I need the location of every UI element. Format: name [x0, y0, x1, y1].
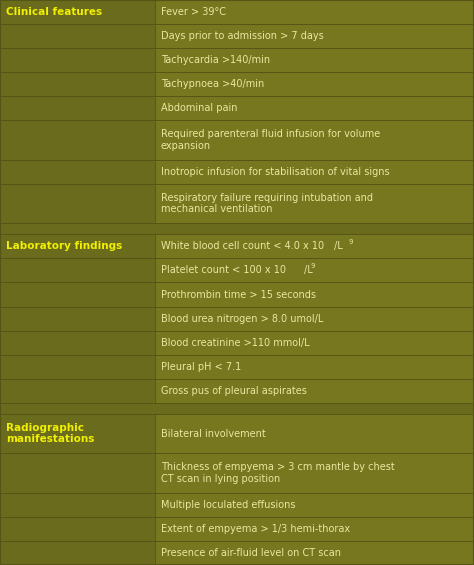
Bar [0, 355, 155, 379]
Text: Clinical features: Clinical features [6, 7, 102, 17]
Text: Multiple loculated effusions: Multiple loculated effusions [161, 500, 295, 510]
Bar [0, 234, 155, 258]
Text: Gross pus of pleural aspirates: Gross pus of pleural aspirates [161, 386, 307, 396]
Text: Laboratory findings: Laboratory findings [6, 241, 122, 251]
Bar [155, 160, 474, 184]
Text: Required parenteral fluid infusion for volume
expansion: Required parenteral fluid infusion for v… [161, 129, 380, 151]
Bar [155, 97, 474, 120]
Bar [0, 541, 155, 565]
Text: Fever > 39°C: Fever > 39°C [161, 7, 226, 17]
Bar [155, 120, 474, 160]
Bar [0, 120, 155, 160]
Text: Days prior to admission > 7 days: Days prior to admission > 7 days [161, 31, 324, 41]
Text: Thickness of empyema > 3 cm mantle by chest
CT scan in lying position: Thickness of empyema > 3 cm mantle by ch… [161, 462, 395, 484]
Bar [0, 223, 474, 234]
Text: /L: /L [334, 241, 342, 251]
Text: Bilateral involvement: Bilateral involvement [161, 429, 266, 438]
Text: 9: 9 [348, 239, 353, 245]
Text: Blood creatinine >110 mmol/L: Blood creatinine >110 mmol/L [161, 338, 310, 347]
Bar [155, 72, 474, 97]
Text: Prothrombin time > 15 seconds: Prothrombin time > 15 seconds [161, 289, 316, 299]
Text: Blood urea nitrogen > 8.0 umol/L: Blood urea nitrogen > 8.0 umol/L [161, 314, 323, 324]
Text: /L: /L [304, 266, 313, 276]
Bar [0, 493, 155, 517]
Bar [0, 517, 155, 541]
Text: Pleural pH < 7.1: Pleural pH < 7.1 [161, 362, 241, 372]
Bar [155, 453, 474, 493]
Text: Respiratory failure requiring intubation and
mechanical ventilation: Respiratory failure requiring intubation… [161, 193, 373, 215]
Bar [0, 331, 155, 355]
Bar [0, 48, 155, 72]
Text: Radiographic
manifestations: Radiographic manifestations [6, 423, 94, 445]
Bar [0, 160, 155, 184]
Bar [0, 414, 155, 453]
Bar [0, 403, 474, 414]
Bar [0, 72, 155, 97]
Bar [0, 379, 155, 403]
Bar [155, 331, 474, 355]
Bar [155, 48, 474, 72]
Bar [155, 517, 474, 541]
Text: Presence of air-fluid level on CT scan: Presence of air-fluid level on CT scan [161, 548, 341, 558]
Bar [0, 184, 155, 223]
Bar [0, 97, 155, 120]
Bar [155, 379, 474, 403]
Bar [155, 282, 474, 307]
Text: Tachypnoea >40/min: Tachypnoea >40/min [161, 79, 264, 89]
Text: Extent of empyema > 1/3 hemi-thorax: Extent of empyema > 1/3 hemi-thorax [161, 524, 350, 534]
Bar [155, 0, 474, 24]
Bar [0, 282, 155, 307]
Bar [155, 307, 474, 331]
Text: Abdominal pain: Abdominal pain [161, 103, 237, 114]
Bar [0, 453, 155, 493]
Bar [155, 234, 474, 258]
Text: 9: 9 [310, 263, 315, 269]
Bar [155, 493, 474, 517]
Bar [0, 307, 155, 331]
Bar [155, 355, 474, 379]
Text: White blood cell count < 4.0 x 10: White blood cell count < 4.0 x 10 [161, 241, 324, 251]
Bar [0, 24, 155, 48]
Text: Platelet count < 100 x 10: Platelet count < 100 x 10 [161, 266, 286, 276]
Bar [0, 0, 155, 24]
Bar [155, 414, 474, 453]
Text: Inotropic infusion for stabilisation of vital signs: Inotropic infusion for stabilisation of … [161, 167, 390, 177]
Bar [0, 258, 155, 282]
Bar [155, 184, 474, 223]
Bar [155, 258, 474, 282]
Bar [155, 24, 474, 48]
Text: Tachycardia >140/min: Tachycardia >140/min [161, 55, 270, 65]
Bar [155, 541, 474, 565]
